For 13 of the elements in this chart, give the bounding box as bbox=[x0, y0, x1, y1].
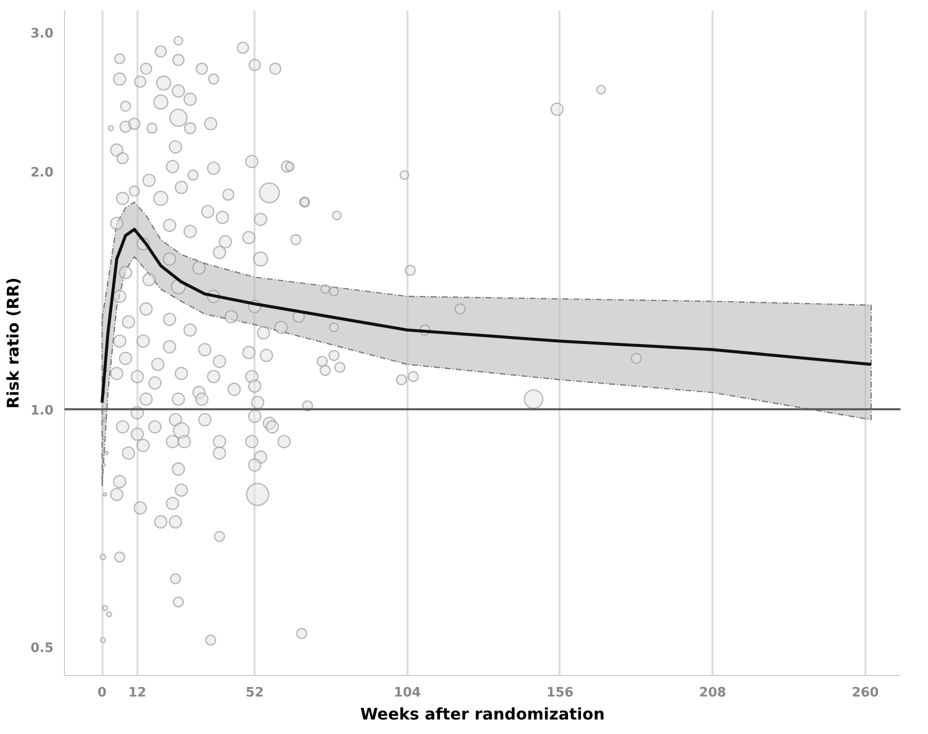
x-tick-label: 12 bbox=[128, 686, 146, 700]
x-tick-label: 260 bbox=[852, 686, 879, 700]
y-tick-label: 2.0 bbox=[30, 166, 54, 181]
x-tick-label: 104 bbox=[394, 686, 421, 700]
y-tick-label: 3.0 bbox=[30, 26, 54, 42]
x-tick-label: 0 bbox=[98, 686, 107, 700]
x-tick-label: 156 bbox=[546, 686, 574, 700]
x-axis-title: Weeks after randomization bbox=[360, 704, 605, 724]
y-axis-title: Risk ratio (RR) bbox=[3, 277, 22, 409]
y-tick-label: 0.5 bbox=[30, 640, 54, 656]
x-tick-label: 52 bbox=[246, 686, 264, 700]
y-tick-label: 1.0 bbox=[30, 403, 54, 418]
x-tick-label: 208 bbox=[699, 686, 726, 700]
